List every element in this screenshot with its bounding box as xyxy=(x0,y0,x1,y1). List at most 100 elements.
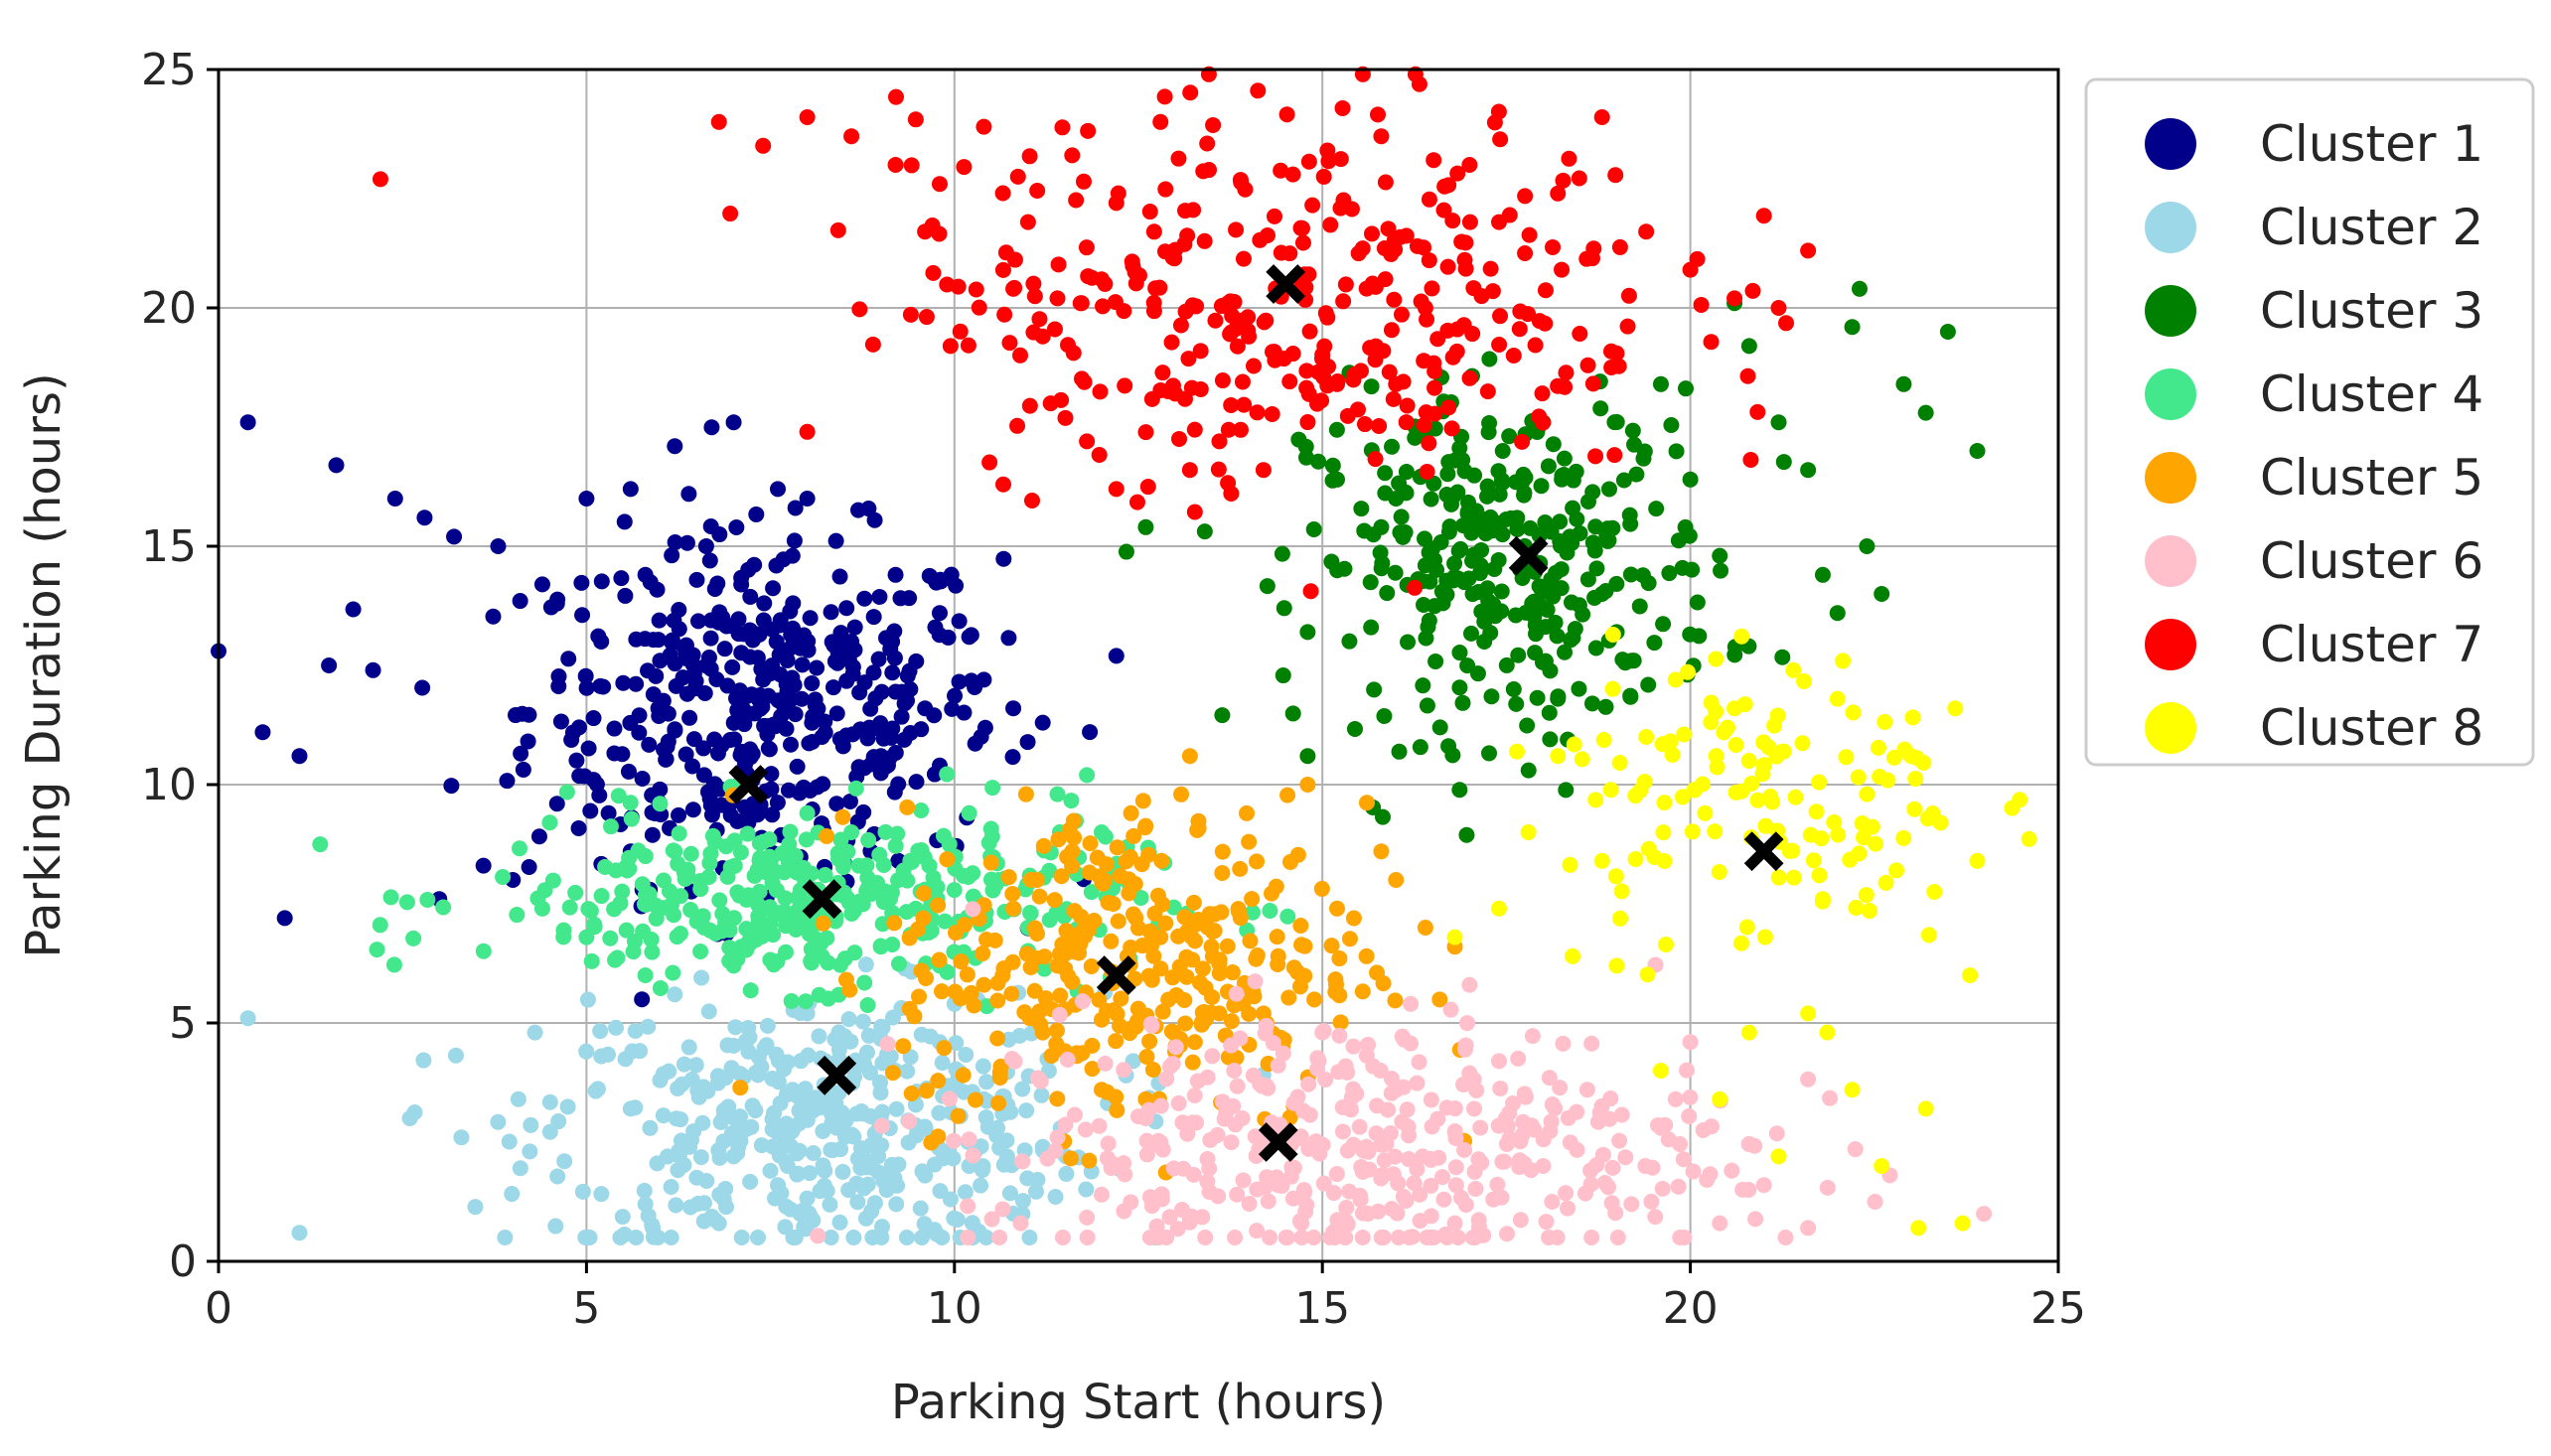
centroid-marker xyxy=(802,879,842,920)
cluster-point xyxy=(1065,345,1082,362)
cluster-point xyxy=(849,1194,866,1211)
cluster-point xyxy=(1628,466,1645,483)
cluster-point xyxy=(608,1019,625,1036)
cluster-point xyxy=(521,859,537,876)
cluster-point xyxy=(1300,1076,1317,1092)
cluster-point xyxy=(1050,831,1067,848)
cluster-point xyxy=(1919,810,1936,827)
cluster-point xyxy=(829,845,846,862)
cluster-point xyxy=(977,1230,994,1245)
cluster-point xyxy=(1435,202,1452,218)
cluster-point xyxy=(809,701,825,718)
cluster-point xyxy=(1709,759,1726,776)
cluster-point xyxy=(1593,852,1610,869)
cluster-point xyxy=(898,1230,915,1245)
cluster-point xyxy=(726,731,743,748)
cluster-point xyxy=(664,547,680,564)
cluster-point xyxy=(1079,433,1096,450)
cluster-point xyxy=(530,828,547,845)
cluster-point xyxy=(783,992,800,1009)
cluster-point xyxy=(1396,1031,1413,1048)
cluster-point xyxy=(1569,1141,1585,1158)
cluster-point xyxy=(673,1111,689,1128)
cluster-point xyxy=(1229,338,1246,355)
cluster-point xyxy=(702,518,719,535)
cluster-point xyxy=(858,1044,875,1061)
legend-label: Cluster 8 xyxy=(2260,699,2483,757)
cluster-point xyxy=(1018,1102,1035,1119)
cluster-point xyxy=(742,1173,759,1190)
cluster-point xyxy=(1954,1215,1971,1232)
cluster-point xyxy=(1064,147,1081,164)
cluster-point xyxy=(823,1141,839,1158)
cluster-point xyxy=(689,613,706,630)
cluster-point xyxy=(1386,291,1403,308)
cluster-point xyxy=(1451,679,1468,696)
cluster-point xyxy=(1091,991,1108,1008)
cluster-point xyxy=(1652,1063,1669,1079)
cluster-point xyxy=(382,889,399,906)
cluster-point xyxy=(1093,824,1110,840)
cluster-point xyxy=(955,1067,972,1084)
cluster-point xyxy=(1611,755,1628,772)
cluster-point xyxy=(1490,551,1507,568)
cluster-point xyxy=(994,476,1011,493)
cluster-point xyxy=(1619,318,1636,335)
cluster-point xyxy=(1446,555,1463,572)
cluster-point xyxy=(1454,694,1471,711)
cluster-point xyxy=(1352,1187,1369,1204)
cluster-point xyxy=(1560,1200,1576,1217)
cluster-point xyxy=(871,846,888,863)
cluster-point xyxy=(1461,510,1478,526)
cluster-point xyxy=(901,930,918,946)
cluster-point xyxy=(1244,891,1261,908)
cluster-point xyxy=(1494,475,1511,492)
cluster-point xyxy=(1092,383,1109,400)
cluster-point xyxy=(1423,1092,1439,1108)
cluster-point xyxy=(1299,777,1316,793)
cluster-point xyxy=(695,767,712,784)
cluster-point xyxy=(957,1184,974,1201)
cluster-point xyxy=(1284,346,1301,363)
cluster-point xyxy=(710,614,727,631)
cluster-point xyxy=(687,672,704,689)
cluster-point xyxy=(939,851,956,868)
cluster-point xyxy=(1733,628,1750,645)
cluster-point xyxy=(1423,1208,1439,1225)
cluster-point xyxy=(1407,429,1424,446)
cluster-point xyxy=(1492,308,1509,325)
cluster-point xyxy=(805,1144,822,1161)
cluster-point xyxy=(798,1221,815,1238)
cluster-point xyxy=(1383,245,1400,262)
cluster-point xyxy=(1021,397,1038,414)
cluster-point xyxy=(677,637,694,654)
cluster-point xyxy=(827,532,844,549)
cluster-point xyxy=(1870,739,1886,756)
cluster-point xyxy=(1346,720,1363,737)
legend-box xyxy=(2084,77,2535,767)
cluster-point xyxy=(1755,208,1772,224)
cluster-point xyxy=(1569,1103,1585,1120)
cluster-point xyxy=(574,1183,591,1200)
cluster-point xyxy=(1064,843,1081,860)
cluster-point xyxy=(541,814,558,831)
cluster-point xyxy=(671,602,687,619)
cluster-point xyxy=(1537,619,1554,636)
cluster-point xyxy=(1199,135,1216,152)
cluster-point xyxy=(369,942,385,958)
cluster-point xyxy=(1672,1230,1689,1245)
cluster-point xyxy=(1029,1070,1046,1087)
cluster-point xyxy=(1467,1180,1484,1197)
cluster-point xyxy=(1235,1172,1252,1189)
cluster-point xyxy=(1122,848,1138,865)
cluster-point xyxy=(623,810,640,827)
cluster-point xyxy=(622,795,639,811)
cluster-point xyxy=(698,1173,715,1190)
cluster-point xyxy=(475,857,492,874)
cluster-point xyxy=(1123,804,1139,821)
cluster-point xyxy=(640,662,657,679)
cluster-point xyxy=(858,883,875,900)
cluster-point xyxy=(1420,619,1436,636)
cluster-point xyxy=(732,844,749,861)
cluster-point xyxy=(1377,271,1394,288)
